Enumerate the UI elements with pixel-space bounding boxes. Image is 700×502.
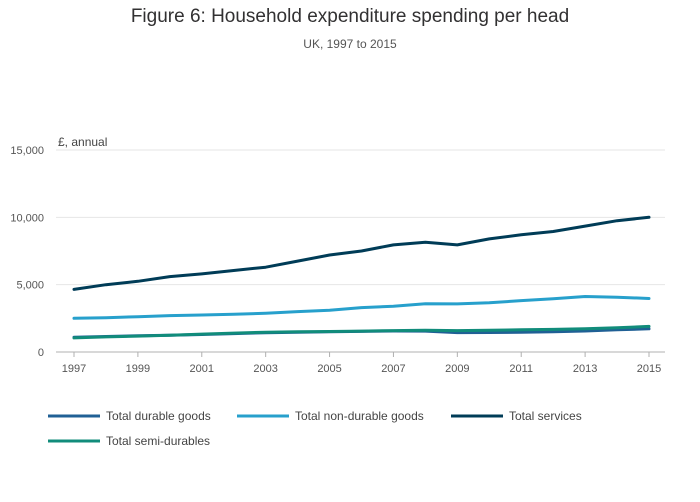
- legend-item[interactable]: Total non-durable goods: [237, 409, 424, 423]
- chart-title: Figure 6: Household expenditure spending…: [130, 6, 570, 27]
- legend: Total durable goods Total non-durable goo…: [48, 409, 582, 448]
- x-tick-label: 1997: [62, 363, 86, 375]
- series-line-total-services: [72, 215, 651, 291]
- axes: 0 5,000 10,000 15,000 £, annual 1997 1999 2001 2…: [10, 135, 665, 375]
- legend-item[interactable]: Total semi-durables: [48, 434, 210, 448]
- x-tick-label: 2005: [317, 363, 341, 375]
- series-line-total-non-durable-goods: [72, 295, 651, 320]
- x-tick-label: 1999: [126, 363, 150, 375]
- gridlines: [56, 149, 665, 286]
- legend-item[interactable]: Total durable goods: [48, 409, 211, 423]
- series-line-total-semi-durables: [72, 324, 651, 340]
- series-lines: [72, 215, 651, 340]
- y-tick-label: 15,000: [10, 145, 44, 157]
- x-tick-label: 2007: [381, 363, 405, 375]
- legend-label: Total services: [509, 409, 582, 423]
- x-tick-label: 2015: [637, 363, 661, 375]
- legend-label: Total semi-durables: [106, 434, 210, 448]
- x-tick-label: 2003: [253, 363, 277, 375]
- y-axis-label: £, annual: [58, 135, 107, 149]
- x-tick-label: 2013: [573, 363, 597, 375]
- y-tick-label: 5,000: [16, 280, 44, 292]
- chart-subtitle: UK, 1997 to 2015: [303, 37, 397, 51]
- y-tick-label: 0: [38, 347, 44, 359]
- legend-item[interactable]: Total services: [451, 409, 582, 423]
- x-tick-label: 2001: [190, 363, 214, 375]
- x-tick-label: 2009: [445, 363, 469, 375]
- legend-label: Total non-durable goods: [295, 409, 424, 423]
- x-tick-label: 2011: [509, 363, 533, 375]
- y-tick-label: 10,000: [10, 212, 44, 224]
- legend-label: Total durable goods: [106, 409, 211, 423]
